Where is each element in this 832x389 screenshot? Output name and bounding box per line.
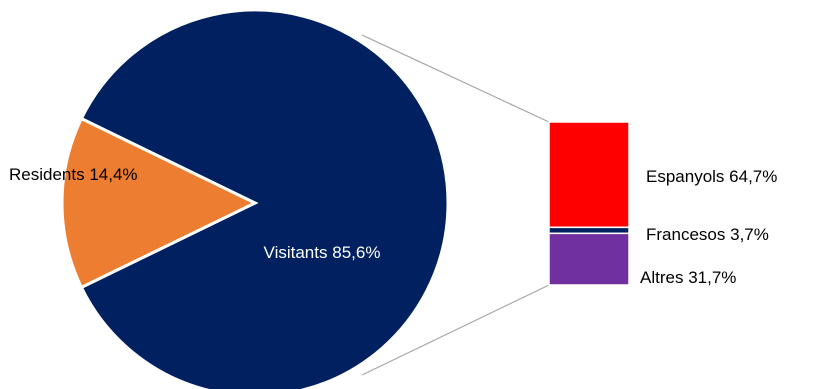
bar-segment-altres [548, 232, 630, 286]
connector-line-bottom [361, 284, 550, 376]
bar-segment-espanyols [548, 121, 630, 229]
bar-label-francesos: Francesos 3,7% [646, 225, 769, 244]
pie [60, 8, 450, 389]
bar-segment-francesos [548, 226, 630, 235]
pie-label-visitants: Visitants 85,6% [264, 243, 381, 262]
pie-slice-residents [60, 116, 259, 290]
connector-line-top [361, 34, 550, 123]
bar-label-altres: Altres 31,7% [640, 268, 736, 287]
breakdown-bar [548, 121, 630, 286]
bar-label-espanyols: Espanyols 64,7% [646, 167, 777, 186]
data-labels: Visitants 85,6% Residents 14,4% Espanyol… [9, 165, 777, 287]
connector-lines [361, 34, 550, 376]
pie-label-residents: Residents 14,4% [9, 165, 138, 184]
pie-slice-visitants [79, 8, 450, 389]
